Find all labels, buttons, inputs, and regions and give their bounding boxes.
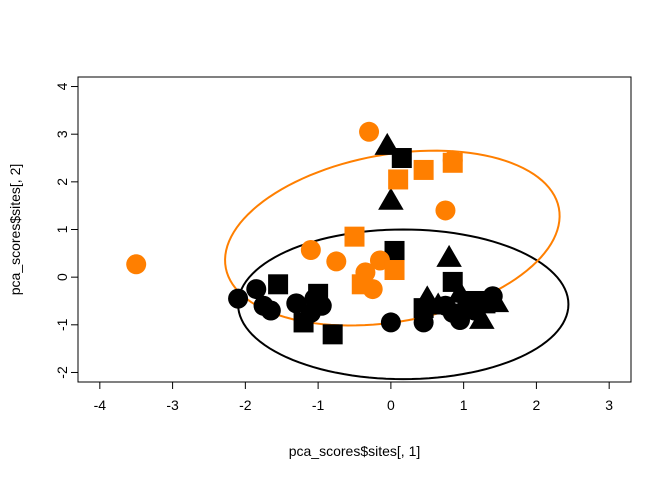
x-tick-label: -1	[312, 397, 325, 413]
point-square	[442, 152, 463, 173]
point-triangle	[447, 280, 473, 303]
y-tick-label: 2	[54, 178, 70, 186]
point-triangle	[483, 290, 510, 313]
y-tick-label: -1	[54, 318, 70, 331]
y-axis: -2 -1 0 1 2 3 4	[54, 82, 79, 379]
y-axis-title: pca_scores$sites[, 2]	[7, 164, 23, 296]
point-circle	[359, 121, 380, 142]
point-circle	[326, 251, 347, 272]
point-square	[351, 274, 372, 295]
point-triangle	[469, 306, 495, 329]
x-tick-label: -2	[239, 397, 252, 413]
x-tick-label: -4	[94, 397, 107, 413]
y-tick-label: 4	[54, 82, 70, 90]
point-circle	[380, 312, 401, 333]
point-circle	[450, 310, 471, 331]
point-square	[384, 240, 405, 261]
x-tick-label: 1	[460, 397, 468, 413]
point-square	[308, 283, 329, 304]
data-points	[126, 121, 510, 345]
point-circle	[286, 293, 307, 314]
point-circle	[126, 254, 147, 275]
point-square	[293, 312, 314, 333]
point-triangle	[378, 187, 404, 210]
point-triangle	[374, 132, 401, 155]
point-circle	[228, 288, 249, 309]
point-triangle	[436, 244, 462, 267]
x-tick-label: -3	[166, 397, 179, 413]
point-circle	[246, 279, 267, 300]
point-square	[268, 274, 289, 295]
point-triangle	[425, 292, 451, 315]
y-tick-label: 1	[54, 225, 70, 233]
y-tick-label: 3	[54, 130, 70, 138]
x-axis: -4 -3 -2 -1 0 1 2 3	[94, 381, 613, 413]
point-circle	[300, 239, 321, 260]
point-square	[388, 169, 409, 190]
point-square	[413, 159, 434, 180]
x-tick-label: 3	[605, 397, 613, 413]
point-square	[344, 226, 365, 247]
point-circle	[435, 200, 456, 221]
x-tick-label: 2	[533, 397, 541, 413]
point-square	[384, 260, 405, 281]
point-square	[322, 324, 343, 345]
ellipse	[224, 149, 561, 327]
point-circle	[260, 300, 281, 321]
x-axis-title: pca_scores$sites[, 1]	[289, 443, 421, 459]
x-tick-label: 0	[387, 397, 395, 413]
y-tick-label: 0	[54, 273, 70, 281]
y-tick-label: -2	[54, 366, 70, 379]
